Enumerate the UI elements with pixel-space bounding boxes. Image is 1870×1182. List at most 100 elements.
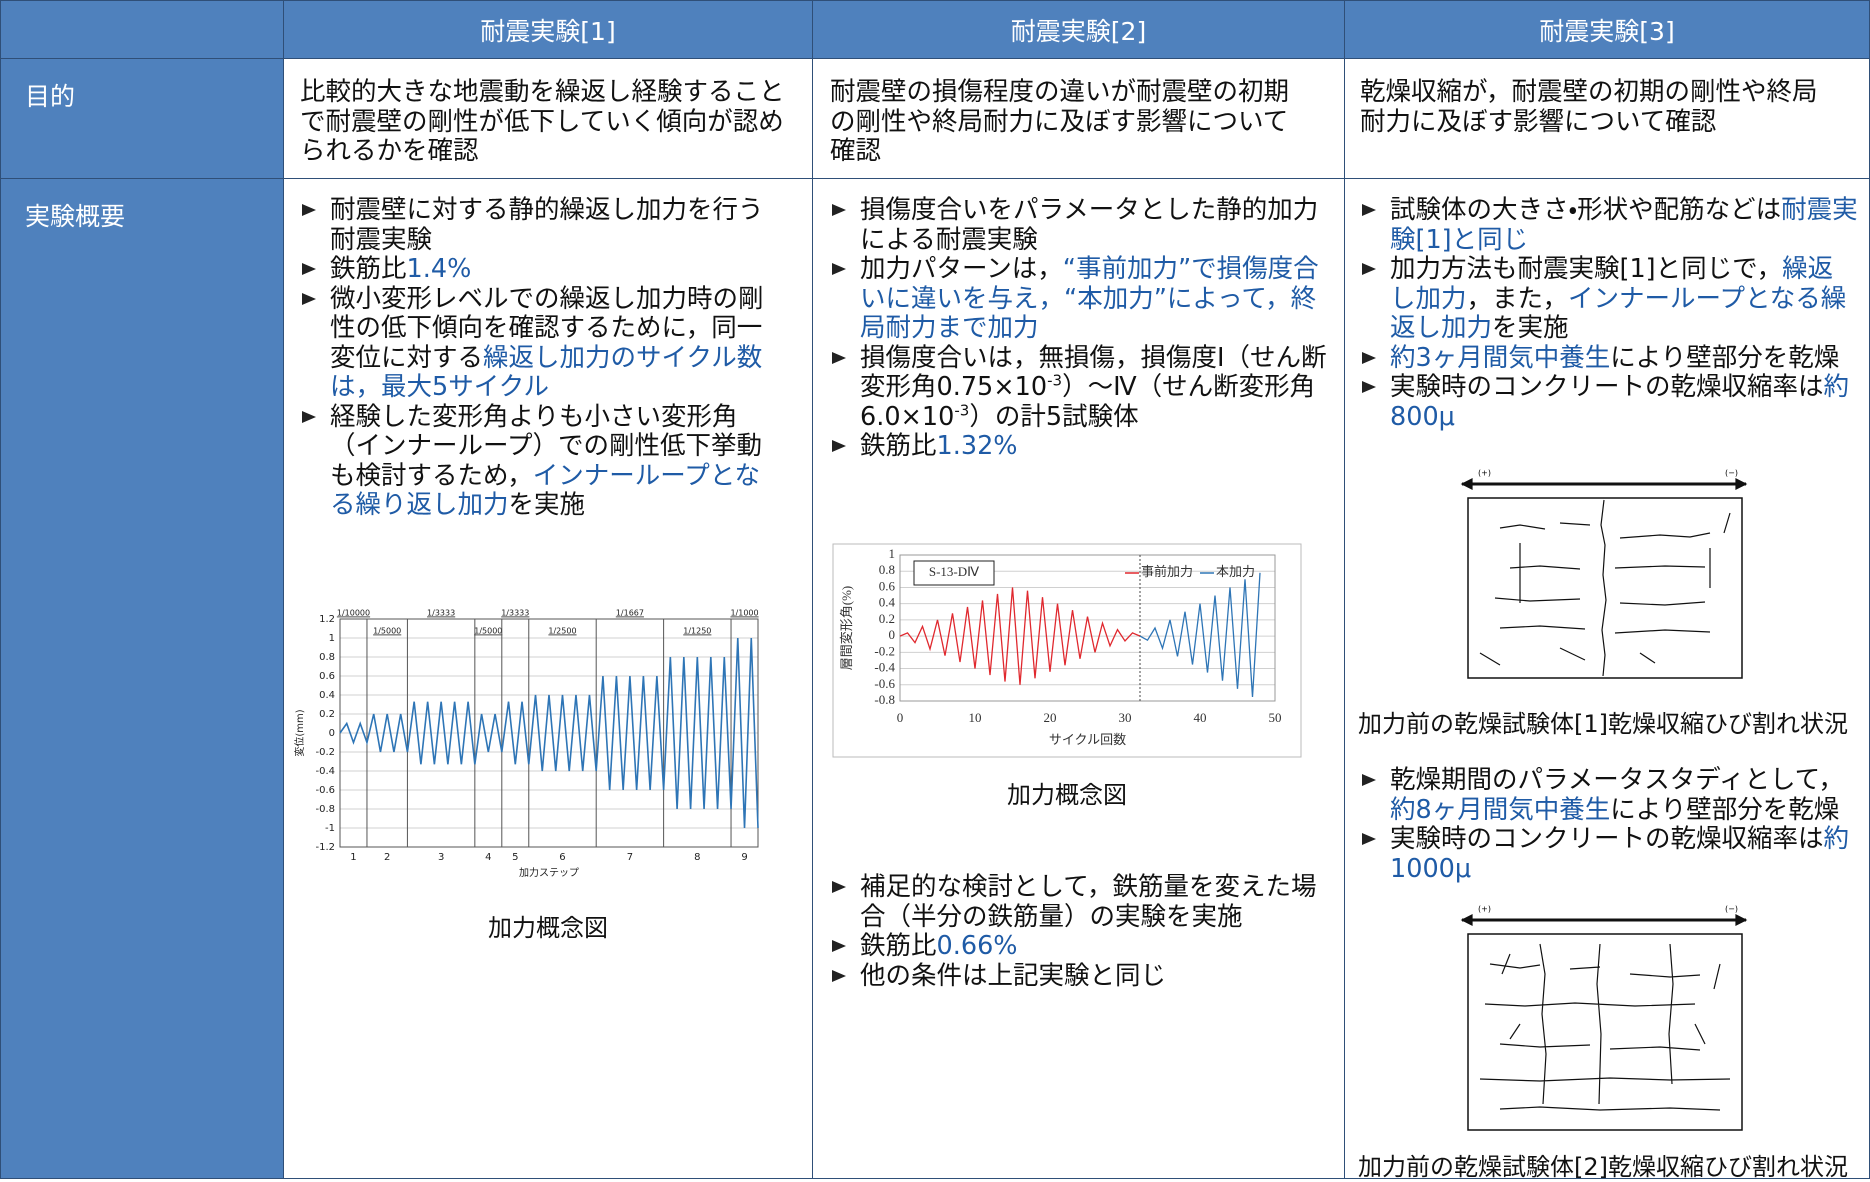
y-tick-label: -1	[325, 823, 335, 834]
text-run: ，また，	[1466, 283, 1569, 314]
y-tick-label: 0.8	[879, 562, 895, 577]
bullet-item: 鉄筋比1.32%	[828, 431, 1328, 462]
row-label: 目的	[0, 58, 284, 179]
header-corner	[0, 0, 284, 59]
step-ratio: 1/5000	[474, 627, 502, 636]
text-run: 鉄筋比	[860, 431, 937, 461]
text-run: 実験時のコンクリートの乾燥収縮率は	[1390, 372, 1824, 402]
crack-figure: (+) (−)	[1460, 905, 1748, 1131]
x-tick-label: 1	[350, 852, 356, 863]
y-tick-label: 0	[329, 728, 335, 739]
bullet-arrow	[302, 204, 316, 216]
panel-label-box	[913, 560, 995, 586]
crack	[1479, 512, 1731, 666]
y-tick-label: -1.2	[315, 842, 335, 853]
bullet-arrow	[832, 881, 846, 893]
series-line	[1139, 572, 1261, 697]
chart: -1.2-1-0.8-0.6-0.4-0.200.20.40.60.811.21…	[293, 609, 759, 879]
step-ratio: 1/1000	[730, 609, 758, 618]
text-run: 経験した変形角よりも小さい変形角（インナーループ）での剛性低下挙動も検討するため…	[330, 401, 762, 491]
y-tick-label: -0.8	[315, 804, 335, 815]
y-tick-label: 0.8	[319, 652, 335, 663]
legend-label: 本加力	[1216, 564, 1255, 579]
text-run: 損傷度合いをパラメータとした静的加力による耐震実験	[860, 195, 1319, 255]
bullet-item: 実験時のコンクリートの乾燥収縮率は約800μ	[1358, 372, 1858, 432]
text-run: 実験時のコンクリートの乾燥収縮率は	[1390, 824, 1824, 854]
text-run: 加力方法も耐震実験[1]と同じで，	[1390, 254, 1783, 284]
header-cell: 耐震実験[2]	[812, 0, 1345, 59]
crack	[1479, 943, 1731, 1111]
text-run: ）～Ⅳ（せん断変形角6.0×10	[860, 372, 1316, 432]
panel-label: S-13-DⅣ	[929, 564, 979, 579]
crack	[1600, 499, 1607, 677]
bullet-item: 鉄筋比1.4%	[298, 254, 773, 285]
bullet-arrow	[302, 410, 316, 423]
bullet-arrow	[832, 351, 846, 364]
bullet-arrow	[1362, 833, 1376, 845]
bullet-item: 他の条件は上記実験と同じ	[828, 960, 1328, 992]
bullet-list: 損傷度合いをパラメータとした静的加力による耐震実験 加力パターンは，“事前加力”で…	[828, 195, 1328, 462]
text-run: 他の条件は上記実験と同じ	[860, 960, 1167, 991]
superscript: -3	[954, 401, 970, 419]
bullet-item: 損傷度合いをパラメータとした静的加力による耐震実験	[828, 195, 1328, 255]
y-tick-label: -0.2	[874, 643, 895, 658]
direction-label: (−)	[1725, 469, 1738, 478]
text-run: ）の計5試験体	[969, 401, 1139, 432]
bullet-arrow	[1362, 381, 1376, 393]
highlight-run: 約800μ	[1390, 372, 1850, 432]
highlight-run: 約1000μ	[1390, 824, 1850, 884]
step-ratio: 1/3333	[427, 609, 455, 618]
bullet-arrow	[1362, 351, 1376, 364]
y-axis-label: 層間変形角(%)	[839, 586, 854, 671]
x-tick-label: 40	[1194, 710, 1207, 725]
text-run: 鉄筋比	[860, 931, 937, 961]
x-tick-label: 0	[897, 710, 904, 725]
x-tick-label: 9	[741, 852, 747, 863]
caption: 加力前の乾燥試験体[2]乾燥収縮ひび割れ状況	[1358, 1153, 1848, 1181]
step-ratio: 1/2500	[548, 627, 576, 636]
bullet-item: 乾燥期間のパラメータスタディとして，約8ヶ月間気中養生により壁部分を乾燥	[1358, 765, 1858, 825]
y-tick-label: -0.2	[315, 747, 335, 758]
caption: 加力概念図	[488, 914, 608, 942]
y-tick-label: 0.2	[879, 611, 895, 626]
bullet-item: 加力方法も耐震実験[1]と同じで，繰返し加力，また，インナーループとなる繰返し加…	[1358, 254, 1858, 344]
specimen-outline	[1467, 933, 1743, 1131]
y-axis-label: 変位(mm)	[293, 709, 306, 756]
y-tick-label: 0.4	[319, 690, 335, 701]
y-tick-label: 0.6	[879, 578, 896, 593]
bullet-item: 実験時のコンクリートの乾燥収縮率は約1000μ	[1358, 824, 1858, 884]
bullet-arrow	[302, 292, 316, 305]
y-tick-label: -0.4	[874, 660, 895, 675]
text-run: 試験体の大きさ・形状や配筋などは	[1390, 195, 1782, 225]
bullet-arrow	[832, 263, 846, 275]
y-tick-label: 0.4	[879, 595, 896, 610]
x-tick-label: 3	[438, 852, 444, 863]
highlight-run: 耐震実験[1]と同じ	[1390, 195, 1858, 255]
text-run: により壁部分を乾燥	[1610, 794, 1840, 825]
arrow-head	[1460, 478, 1748, 490]
bullet-item: 試験体の大きさ・形状や配筋などは耐震実験[1]と同じ	[1358, 195, 1858, 255]
chart: -0.8-0.6-0.4-0.200.20.40.60.810 10 20 30 40 5…	[832, 543, 1302, 758]
bullet-list: 耐震壁に対する静的繰返し加力を行う耐震実験 鉄筋比1.4% 微小変形レベルでの繰返し…	[298, 195, 773, 521]
bullet-arrow	[832, 940, 846, 952]
text-run: 鉄筋比	[330, 254, 407, 284]
text-run: を実施	[508, 490, 586, 520]
legend-label: 事前加力	[1141, 564, 1193, 579]
chart-frame	[832, 543, 1302, 758]
highlight-run: “事前加力”で損傷度合いに違いを与え，“本加力”によって，終局耐力まで加力	[860, 254, 1319, 343]
x-tick-label: 50	[1269, 710, 1282, 725]
row-label: 実験概要	[0, 178, 284, 1179]
crack-figure: (+) (−)	[1460, 469, 1748, 679]
text-run: 補足的な検討として，鉄筋量を変えた場合（半分の鉄筋量）の実験を実施	[860, 872, 1317, 932]
x-axis-label: 加力ステップ	[519, 866, 579, 879]
specimen-outline	[1467, 497, 1743, 679]
caption: 加力概念図	[1007, 781, 1127, 809]
bullet-item: 微小変形レベルでの繰返し加力時の剛性の低下傾向を確認するために，同一変位に対する…	[298, 283, 773, 403]
x-tick-label: 4	[485, 852, 491, 863]
y-tick-label: 1	[889, 546, 896, 561]
text-run: 微小変形レベルでの繰返し加力時の剛性の低下傾向を確認するために，同一変位に対する	[330, 283, 764, 373]
text-run: 耐震壁に対する静的繰返し加力を行う耐震実験	[330, 195, 764, 255]
step-ratio: 1/5000	[373, 627, 401, 636]
y-tick-label: 1.2	[319, 614, 335, 625]
